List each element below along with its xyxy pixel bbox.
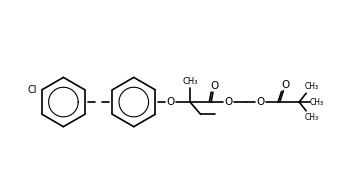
Text: CH₃: CH₃ [182,77,198,86]
Text: CH₃: CH₃ [310,97,324,107]
Text: O: O [281,80,289,90]
Text: CH₃: CH₃ [304,113,319,122]
Text: Cl: Cl [27,85,37,95]
Text: O: O [166,97,175,107]
Text: O: O [210,82,219,91]
Text: O: O [256,97,265,107]
Text: O: O [225,97,233,107]
Text: CH₃: CH₃ [304,82,319,91]
